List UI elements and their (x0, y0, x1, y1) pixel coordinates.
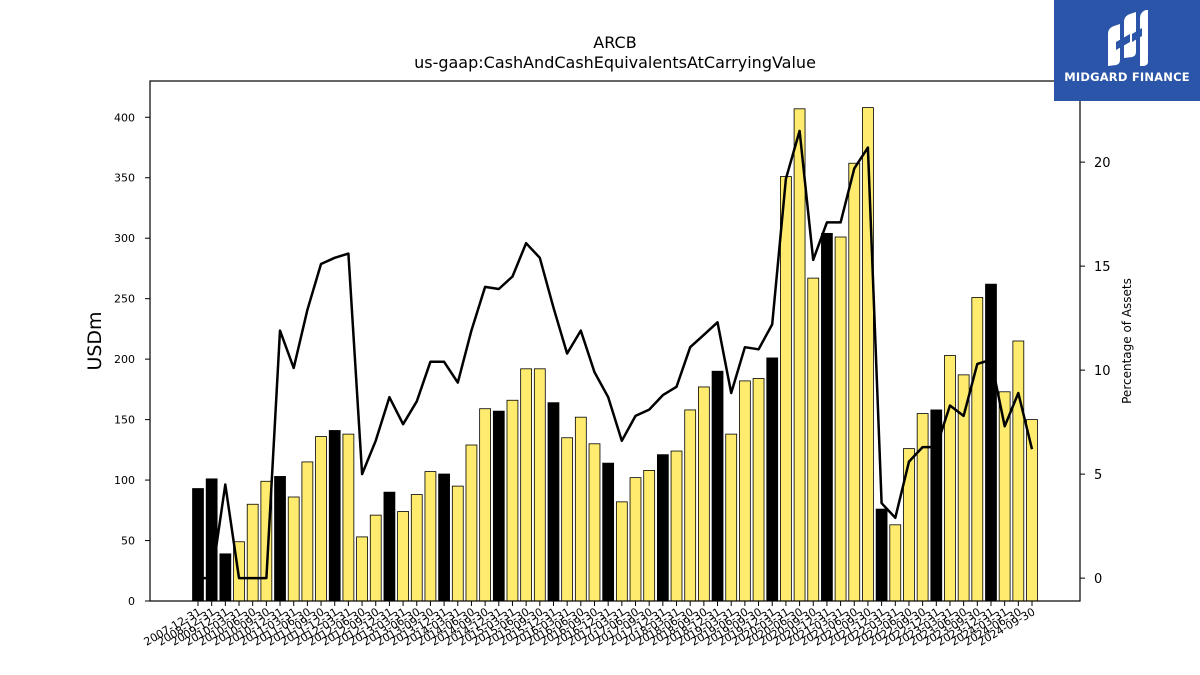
bar-2014-12-31 (492, 410, 505, 602)
bar-2018-12-31 (711, 370, 724, 602)
bar-2022-09-30 (916, 413, 929, 602)
y2-tick-label: 5 (1094, 468, 1102, 483)
bar-2013-03-31 (397, 511, 409, 602)
bar-2018-06-30 (684, 409, 697, 602)
bar-2012-03-31 (342, 433, 355, 602)
bar-2018-03-31 (670, 450, 683, 602)
bar-2011-12-31 (328, 430, 341, 602)
bar-2023-12-31 (985, 283, 997, 602)
bar-2015-06-30 (520, 368, 532, 602)
bar-2020-12-31 (821, 232, 833, 602)
bar-2012-12-31 (383, 491, 396, 602)
bar-2009-12-31 (219, 553, 232, 602)
y2-axis-label: Percentage of Assets (1120, 278, 1134, 404)
bar-2020-03-31 (780, 176, 792, 602)
y2-tick-label: 15 (1094, 260, 1111, 275)
bar-2010-06-30 (246, 503, 259, 602)
y-tick-label: 250 (114, 293, 135, 306)
bar-2019-06-30 (739, 380, 751, 602)
bar-2023-09-30 (971, 297, 984, 602)
y-tick-label: 350 (114, 172, 135, 185)
bar-2014-03-31 (451, 485, 464, 602)
y2-tick-label: 10 (1094, 364, 1111, 379)
bar-2021-06-30 (848, 162, 861, 602)
y-tick-label: 0 (128, 595, 135, 608)
bar-2012-06-30 (356, 536, 368, 602)
y-axis-label: USDm (84, 311, 106, 370)
bar-2022-03-31 (889, 524, 902, 602)
bar-2016-09-30 (588, 443, 601, 602)
bar-2008-12-31 (205, 478, 218, 602)
bar-2017-09-30 (643, 469, 656, 602)
bar-2021-03-31 (834, 236, 847, 602)
chart-subtitle: us-gaap:CashAndCashEquivalentsAtCarrying… (414, 53, 816, 72)
bar-2015-03-31 (506, 399, 519, 602)
bar-2023-06-30 (957, 374, 970, 602)
x-axis: 2007-12-312008-12-312009-12-312010-03-31… (142, 601, 1038, 649)
bar-2013-09-30 (424, 471, 437, 602)
y-tick-label: 300 (114, 232, 135, 245)
brand-logo: MIDGARD FINANCE (1054, 0, 1200, 101)
bar-2020-09-30 (807, 277, 820, 602)
bar-2010-12-31 (274, 476, 286, 602)
bar-2011-03-31 (287, 496, 300, 602)
bar-2019-09-30 (752, 378, 765, 602)
bar-2013-06-30 (410, 494, 423, 602)
bar-2016-03-31 (561, 437, 574, 602)
bar-2018-09-30 (698, 386, 710, 602)
bar-2014-06-30 (465, 444, 478, 602)
y2-tick-label: 0 (1094, 572, 1102, 587)
bar-2013-12-31 (438, 473, 450, 602)
bar-2022-06-30 (903, 448, 915, 602)
brand-logo-text: MIDGARD FINANCE (1064, 70, 1190, 84)
bar-2015-12-31 (547, 402, 560, 602)
percentage-of-assets-line (198, 129, 1034, 580)
bar-2020-06-30 (793, 108, 806, 602)
y-tick-label: 100 (114, 474, 135, 487)
bar-2021-12-31 (875, 508, 888, 602)
bar-2017-06-30 (629, 477, 642, 602)
y2-axis: 0 5 10 15 20 (1080, 156, 1111, 587)
bar-2011-06-30 (301, 461, 314, 602)
bar-2015-09-30 (533, 368, 546, 602)
bar-2019-03-31 (725, 433, 738, 602)
bar-2016-12-31 (602, 462, 615, 602)
y-tick-label: 200 (114, 353, 135, 366)
bar-2024-06-30 (1012, 340, 1025, 602)
plot-frame (149, 80, 1081, 602)
y-tick-label: 50 (121, 535, 135, 548)
bar-2016-06-30 (574, 416, 587, 602)
y-tick-label: 150 (114, 414, 135, 427)
y-axis: 0 50 100 150 200 250 300 350 400 (114, 111, 150, 608)
bar-2023-03-31 (944, 355, 956, 602)
chart-title: ARCB (593, 33, 636, 52)
plot-area (192, 107, 1038, 602)
y2-tick-label: 20 (1094, 156, 1111, 171)
bar-2014-09-30 (479, 408, 491, 602)
bar-2017-12-31 (656, 454, 669, 602)
bar-2021-09-30 (862, 107, 874, 602)
bar-2011-09-30 (315, 436, 327, 602)
bar-2019-12-31 (766, 357, 779, 602)
y-tick-label: 400 (114, 111, 135, 124)
bar-2007-12-31 (192, 488, 204, 602)
midgard-logo-icon (1108, 10, 1148, 66)
bar-2012-09-30 (369, 514, 382, 602)
bar-2017-03-31 (615, 501, 628, 602)
